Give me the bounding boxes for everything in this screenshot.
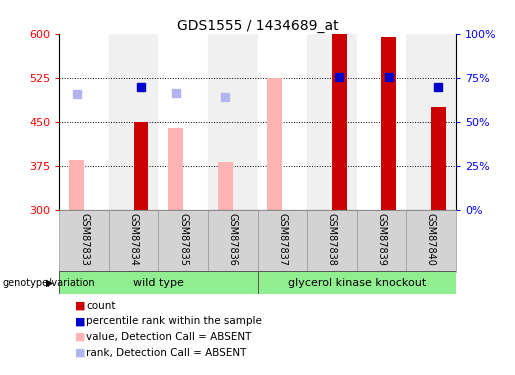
Text: genotype/variation: genotype/variation — [3, 278, 95, 288]
Text: count: count — [86, 301, 115, 310]
Title: GDS1555 / 1434689_at: GDS1555 / 1434689_at — [177, 19, 338, 33]
Text: GSM87839: GSM87839 — [376, 213, 386, 266]
Bar — [406, 210, 456, 272]
Bar — [158, 34, 208, 210]
Text: ■: ■ — [75, 316, 85, 326]
Text: GSM87840: GSM87840 — [426, 213, 436, 266]
Bar — [168, 128, 183, 210]
Bar — [158, 210, 208, 272]
Text: ▶: ▶ — [46, 278, 54, 288]
Text: value, Detection Call = ABSENT: value, Detection Call = ABSENT — [86, 332, 251, 342]
Text: glycerol kinase knockout: glycerol kinase knockout — [287, 278, 426, 288]
Bar — [382, 37, 396, 210]
Bar — [218, 162, 233, 210]
Bar — [356, 34, 406, 210]
Text: GSM87837: GSM87837 — [277, 213, 287, 266]
Text: ■: ■ — [75, 301, 85, 310]
Bar — [109, 34, 158, 210]
Text: GSM87833: GSM87833 — [79, 213, 89, 266]
Bar — [208, 34, 258, 210]
Bar — [356, 210, 406, 272]
Bar — [307, 210, 356, 272]
Bar — [332, 34, 347, 210]
Text: wild type: wild type — [133, 278, 184, 288]
Text: ■: ■ — [75, 332, 85, 342]
Bar — [208, 210, 258, 272]
Bar — [258, 34, 307, 210]
Bar — [59, 210, 109, 272]
Bar — [406, 34, 456, 210]
Text: ■: ■ — [75, 348, 85, 358]
Bar — [59, 271, 258, 294]
Text: GSM87834: GSM87834 — [129, 213, 139, 266]
Bar — [267, 78, 282, 210]
Bar — [307, 34, 356, 210]
Bar — [258, 210, 307, 272]
Bar — [59, 34, 109, 210]
Text: percentile rank within the sample: percentile rank within the sample — [86, 316, 262, 326]
Bar — [69, 160, 84, 210]
Bar — [258, 271, 456, 294]
Bar — [109, 210, 158, 272]
Text: GSM87836: GSM87836 — [228, 213, 238, 266]
Bar — [133, 122, 148, 210]
Text: GSM87835: GSM87835 — [178, 213, 188, 266]
Text: rank, Detection Call = ABSENT: rank, Detection Call = ABSENT — [86, 348, 246, 358]
Bar — [431, 107, 446, 210]
Text: GSM87838: GSM87838 — [327, 213, 337, 266]
